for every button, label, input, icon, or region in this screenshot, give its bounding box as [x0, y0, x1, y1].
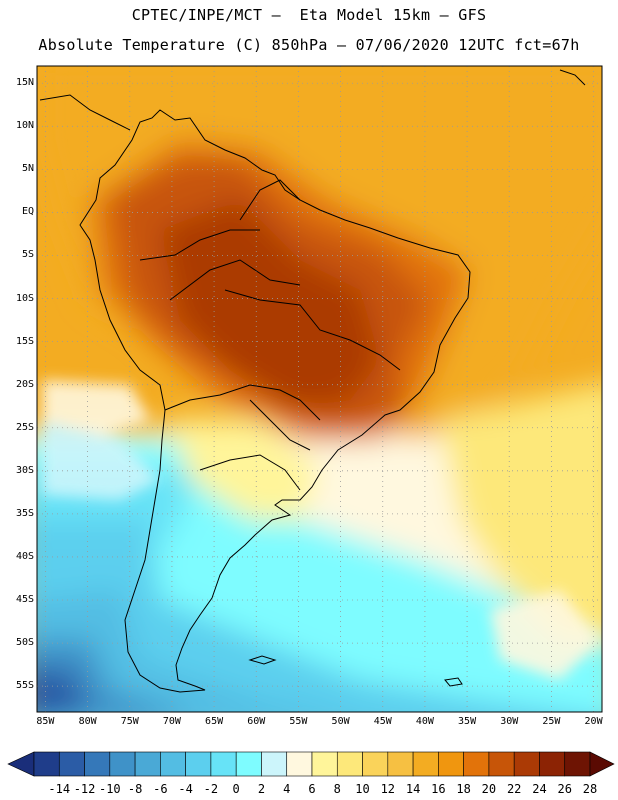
grid-lines [36, 65, 603, 713]
colorbar-label: 26 [557, 782, 572, 796]
lat-tick-label: 15S [15, 335, 34, 347]
colorbar-swatch [438, 751, 464, 777]
colorbar-swatch [286, 751, 313, 777]
lat-tick-label: 45S [15, 594, 34, 606]
lat-tick-label: 25S [15, 421, 34, 433]
lon-tick-label: 20W [584, 716, 603, 727]
lon-tick-label: 60W [247, 716, 266, 727]
lon-tick-label: 30W [500, 716, 519, 727]
colorbar-swatch [109, 751, 136, 777]
colorbar-label: -12 [73, 782, 96, 796]
lon-tick-label: 75W [120, 716, 139, 727]
lat-tick-label: 10S [15, 292, 34, 304]
colorbar-label: -4 [178, 782, 193, 796]
lat-tick-label: 35S [15, 507, 34, 519]
colorbar-swatch [488, 751, 515, 777]
colorbar-label: 0 [232, 782, 240, 796]
lat-tick-label: EQ [21, 206, 34, 218]
lat-tick-label: 40S [15, 550, 34, 562]
colorbar-label: 20 [481, 782, 497, 796]
colorbar-label: -14 [48, 782, 71, 796]
colorbar-swatch [160, 751, 186, 777]
lon-tick-label: 85W [36, 716, 55, 727]
lon-tick-label: 70W [162, 716, 181, 727]
colorbar-label: 16 [431, 782, 446, 796]
colorbar-swatch [58, 751, 85, 777]
colorbar-label: 6 [308, 782, 316, 796]
colorbar-swatch [539, 751, 566, 777]
chart-title-line2: Absolute Temperature (C) 850hPa – 07/06/… [38, 36, 580, 54]
lat-tick-label: 5S [21, 249, 34, 261]
colorbar-label: 22 [506, 782, 522, 796]
chart-title-line1: CPTEC/INPE/MCT – Eta Model 15km – GFS [131, 6, 487, 24]
map-frame [36, 65, 603, 713]
colorbar-label: 14 [405, 782, 421, 796]
lon-tick-label: 65W [205, 716, 224, 727]
lat-tick-label: 15N [15, 77, 34, 89]
colorbar-max-triangle [589, 751, 615, 777]
colorbar-label: 12 [380, 782, 396, 796]
colorbar-label: 18 [456, 782, 471, 796]
lon-tick-label: 40W [415, 716, 434, 727]
colorbar [7, 751, 615, 777]
colorbar-swatch [134, 751, 161, 777]
colorbar-swatch [235, 751, 262, 777]
colorbar-swatch [210, 751, 237, 777]
lat-tick-label: 20S [15, 378, 34, 390]
lat-tick-label: 5N [21, 163, 34, 175]
colorbar-swatch [84, 751, 111, 777]
lon-tick-label: 45W [373, 716, 392, 727]
colorbar-swatch [463, 751, 490, 777]
colorbar-min-triangle [7, 751, 35, 777]
lon-tick-label: 25W [542, 716, 561, 727]
lon-tick-label: 55W [289, 716, 308, 727]
temperature-field [37, 66, 602, 712]
lon-tick-label: 35W [458, 716, 477, 727]
colorbar-label: 24 [532, 782, 547, 796]
colorbar-swatch [185, 751, 212, 777]
lon-tick-label: 80W [78, 716, 97, 727]
colorbar-label: 10 [355, 782, 370, 796]
coastlines [39, 69, 586, 693]
lon-tick-label: 50W [331, 716, 350, 727]
colorbar-label: 28 [582, 782, 598, 796]
colorbar-swatch [387, 751, 414, 777]
lat-tick-label: 30S [15, 464, 34, 476]
colorbar-swatch [362, 751, 389, 777]
colorbar-label: 4 [283, 782, 291, 796]
colorbar-label: -8 [127, 782, 143, 796]
colorbar-swatch [513, 751, 540, 777]
colorbar-swatch [564, 751, 591, 777]
colorbar-swatch [261, 751, 288, 777]
colorbar-swatch [33, 751, 60, 777]
colorbar-swatch [412, 751, 439, 777]
colorbar-label: 8 [333, 782, 341, 796]
colorbar-label: -6 [153, 782, 168, 796]
colorbar-label: 2 [257, 782, 266, 796]
lat-tick-label: 50S [15, 637, 34, 649]
lat-tick-label: 10N [15, 120, 34, 132]
colorbar-label: -10 [98, 782, 121, 796]
lat-tick-label: 55S [15, 680, 34, 692]
colorbar-label: -2 [203, 782, 219, 796]
colorbar-swatch [311, 751, 338, 777]
colorbar-swatch [336, 751, 363, 777]
